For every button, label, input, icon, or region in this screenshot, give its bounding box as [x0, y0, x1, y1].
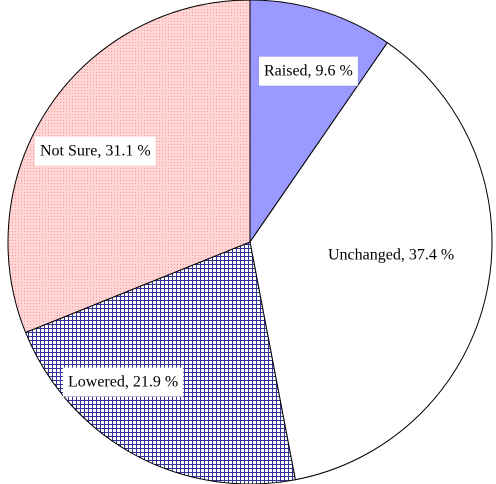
data-label: Unchanged, 37.4 %: [328, 247, 454, 264]
label-background: [259, 56, 358, 86]
data-label: Raised, 9.6 %: [264, 63, 353, 80]
label-background: [63, 367, 184, 397]
pie-slice: [7, 0, 251, 334]
data-label: Not Sure, 31.1 %: [40, 143, 151, 160]
data-label: Lowered, 21.9 %: [68, 374, 178, 391]
label-background: [323, 240, 460, 270]
label-background: [35, 136, 156, 166]
